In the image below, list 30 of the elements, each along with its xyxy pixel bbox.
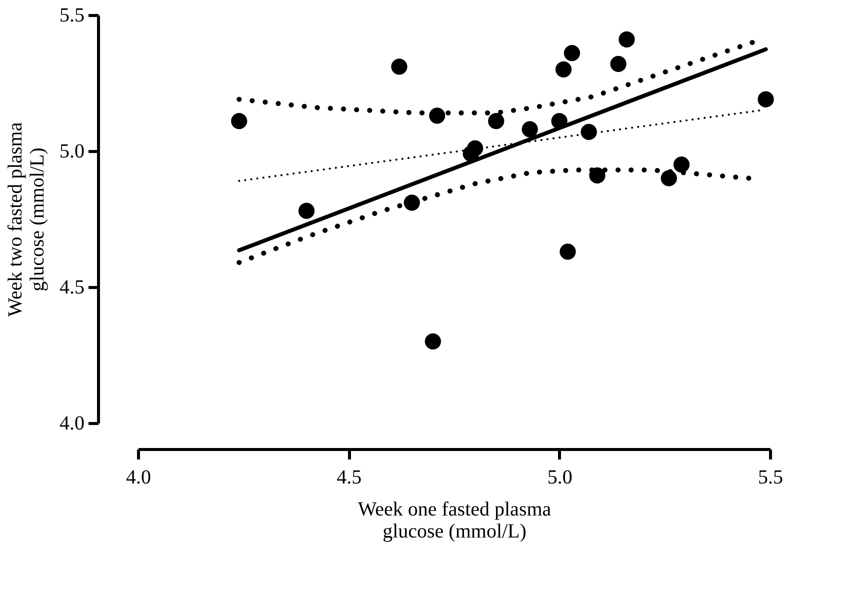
point — [564, 45, 580, 62]
point — [589, 167, 606, 184]
x-tick-label: 4.5 — [336, 466, 362, 488]
y-tick-label: 5.5 — [60, 4, 84, 26]
point — [758, 91, 774, 108]
point — [610, 56, 626, 72]
point — [618, 31, 635, 48]
point — [660, 170, 677, 186]
point — [231, 113, 248, 130]
x-tick-label: 5.5 — [758, 466, 783, 488]
point — [555, 61, 572, 78]
point — [429, 108, 446, 124]
point — [404, 194, 420, 211]
x-axis-title: Week one fasted plasma glucose (mmol/L) — [358, 498, 552, 542]
point — [673, 156, 690, 173]
point — [462, 146, 479, 162]
point — [551, 113, 568, 130]
y-tick-label: 5.0 — [60, 140, 84, 162]
point — [580, 124, 597, 140]
point — [424, 333, 441, 350]
point — [391, 58, 408, 75]
x-tick-label: 5.0 — [547, 466, 572, 488]
point — [298, 202, 315, 219]
y-tick-label: 4.5 — [60, 276, 84, 298]
y-tick-label: 4.0 — [60, 412, 84, 434]
point — [560, 244, 576, 260]
point — [488, 113, 504, 130]
y-axis-title: Week two fasted plasma glucose (mmol/L) — [4, 122, 48, 317]
x-tick-label: 4.0 — [126, 466, 151, 488]
point — [522, 121, 538, 138]
